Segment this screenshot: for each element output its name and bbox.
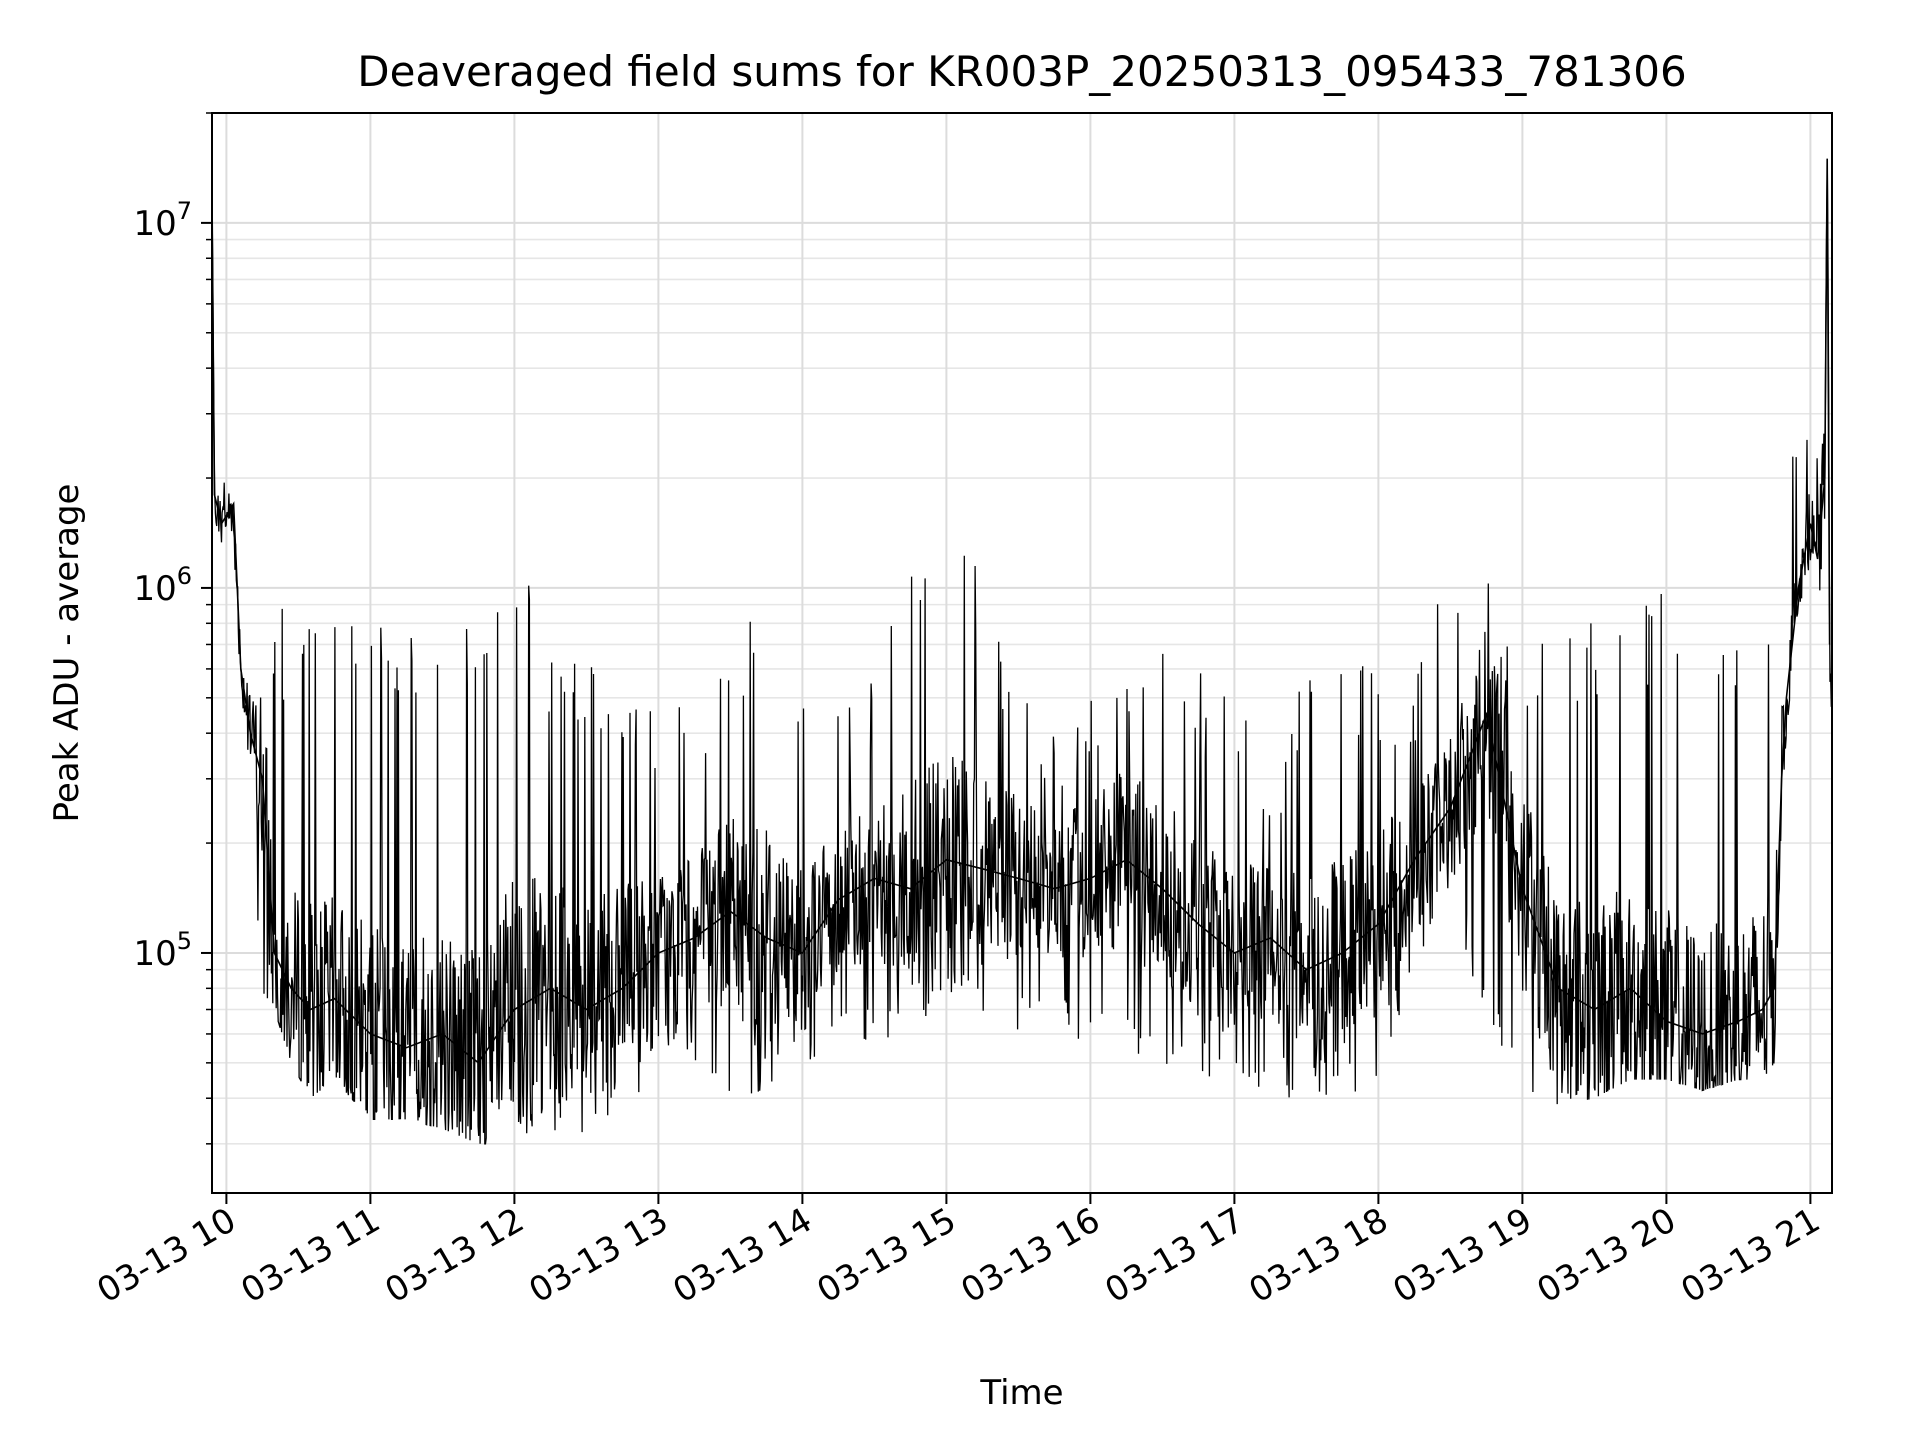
plot-layer <box>212 158 1832 1145</box>
y-axis-title: Peak ADU - average <box>47 484 87 823</box>
series-noise-band <box>212 166 1832 1145</box>
series-line <box>212 158 1831 1064</box>
chart-title: Deaveraged field sums for KR003P_2025031… <box>357 47 1687 96</box>
y-tick-label: 106 <box>133 562 192 609</box>
plot-frame <box>211 112 1833 1194</box>
y-tick-label: 105 <box>133 927 192 974</box>
x-axis-title: Time <box>979 1373 1063 1413</box>
y-tick-label: 107 <box>133 197 192 244</box>
